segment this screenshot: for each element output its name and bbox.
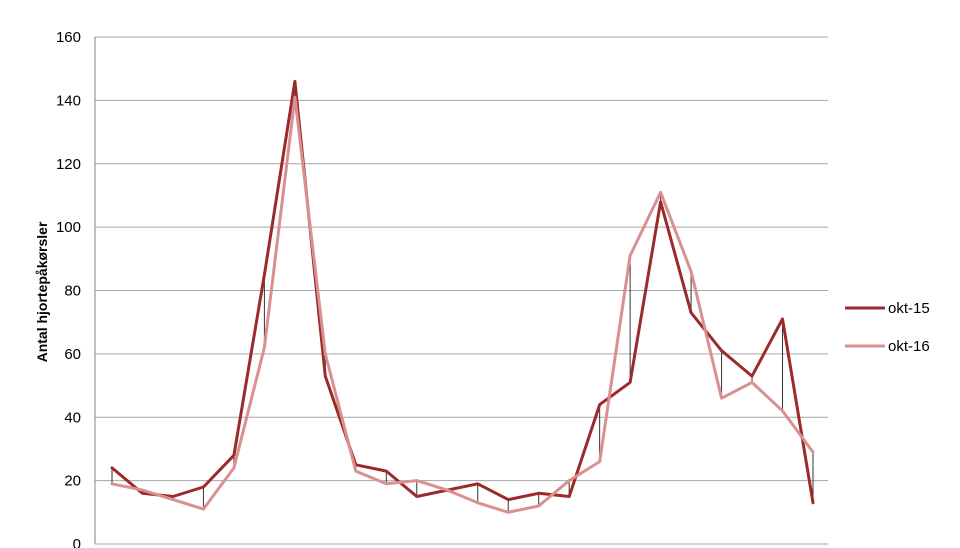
y-tick-label: 100 bbox=[56, 219, 81, 236]
y-tick-label: 20 bbox=[64, 473, 81, 490]
y-tick-label: 120 bbox=[56, 156, 81, 173]
series-lines bbox=[110, 79, 815, 514]
gridlines bbox=[94, 36, 828, 545]
y-tick-label: 160 bbox=[56, 29, 81, 46]
y-tick-label: 80 bbox=[64, 283, 81, 300]
y-tick-label: 40 bbox=[64, 409, 81, 426]
y-tick-label: 140 bbox=[56, 92, 81, 109]
legend: okt-15 okt-16 bbox=[845, 300, 930, 355]
y-axis-title: Antal hjortepåkørsler bbox=[34, 221, 50, 362]
series-line-okt-15 bbox=[110, 79, 815, 505]
y-tick-labels: 0 20 40 60 80 100 120 140 160 bbox=[56, 29, 81, 548]
y-tick-label: 0 bbox=[73, 536, 81, 548]
series-line-okt-16 bbox=[110, 95, 815, 514]
y-tick-label: 60 bbox=[64, 346, 81, 363]
legend-label: okt-15 bbox=[888, 300, 930, 317]
legend-label: okt-16 bbox=[888, 338, 930, 355]
high-low-lines bbox=[111, 81, 814, 513]
